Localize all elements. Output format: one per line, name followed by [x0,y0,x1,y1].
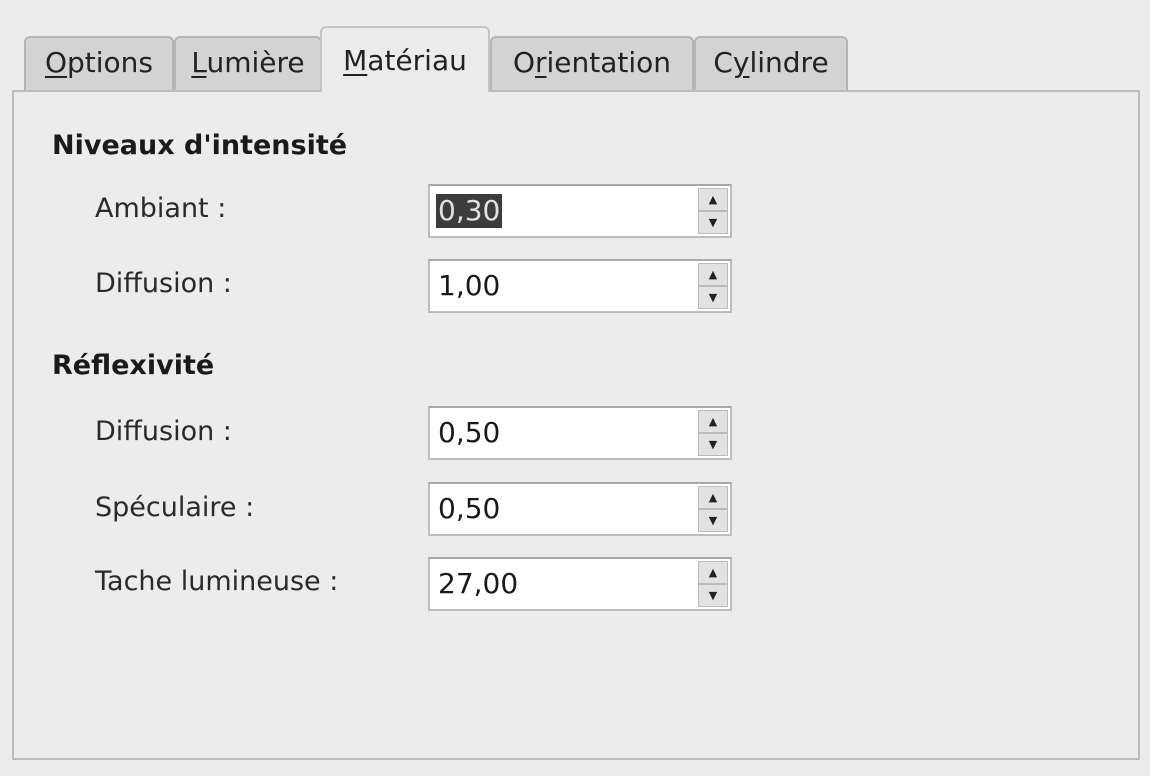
spinbox-value[interactable]: 0,50 [438,492,501,525]
triangle-down-icon[interactable]: ▼ [698,433,728,456]
field-label: Diffusion : [95,416,232,447]
field-label: Tache lumineuse : [95,566,339,597]
triangle-down-icon[interactable]: ▼ [698,584,728,607]
tab-mnemonic: M [343,44,368,77]
field-label: Diffusion : [95,268,232,299]
spinbox-value[interactable]: 1,00 [438,269,501,302]
spinbox-value[interactable]: 27,00 [438,567,519,600]
tab-cylindre[interactable]: Cylindre [694,36,848,90]
triangle-up-icon[interactable]: ▲ [698,486,728,509]
tab-mnemonic: r [535,46,547,79]
spinbox-value[interactable]: 0,30 [436,194,503,228]
triangle-up-icon[interactable]: ▲ [698,561,728,584]
speculaire-spinbox[interactable]: 0,50 ▲ ▼ [428,482,732,536]
tab-label: atériau [367,44,467,77]
tab-orientation[interactable]: Orientation [490,36,694,90]
diffusion-intensity-spinbox[interactable]: 1,00 ▲ ▼ [428,259,732,313]
triangle-up-icon[interactable]: ▲ [698,188,728,211]
triangle-down-icon[interactable]: ▼ [698,211,728,234]
diffusion-reflexivity-spinbox[interactable]: 0,50 ▲ ▼ [428,406,732,460]
triangle-down-icon[interactable]: ▼ [698,286,728,309]
spinbox-value[interactable]: 0,50 [438,416,501,449]
tab-label: O [512,46,535,79]
section-heading: Réflexivité [52,350,215,381]
tab-label: ptions [67,46,154,79]
tab-label: lindre [749,46,829,79]
triangle-up-icon[interactable]: ▲ [698,263,728,286]
section-heading: Niveaux d'intensité [52,130,348,161]
field-label: Ambiant : [95,193,227,224]
tab-options[interactable]: Options [24,36,174,90]
ambiant-spinbox[interactable]: 0,30 ▲ ▼ [428,184,732,238]
tab-lumiere[interactable]: Lumière [174,36,322,90]
tab-materiau[interactable]: Matériau [320,26,490,92]
tab-label: umière [206,46,305,79]
triangle-down-icon[interactable]: ▼ [698,509,728,532]
tab-mnemonic: L [191,46,207,79]
field-label: Spéculaire : [95,492,255,523]
triangle-up-icon[interactable]: ▲ [698,410,728,433]
tab-label: C [713,46,733,79]
tab-mnemonic: O [44,46,68,79]
tab-mnemonic: y [732,46,750,79]
tab-label: ientation [546,46,672,79]
tache-lumineuse-spinbox[interactable]: 27,00 ▲ ▼ [428,557,732,611]
